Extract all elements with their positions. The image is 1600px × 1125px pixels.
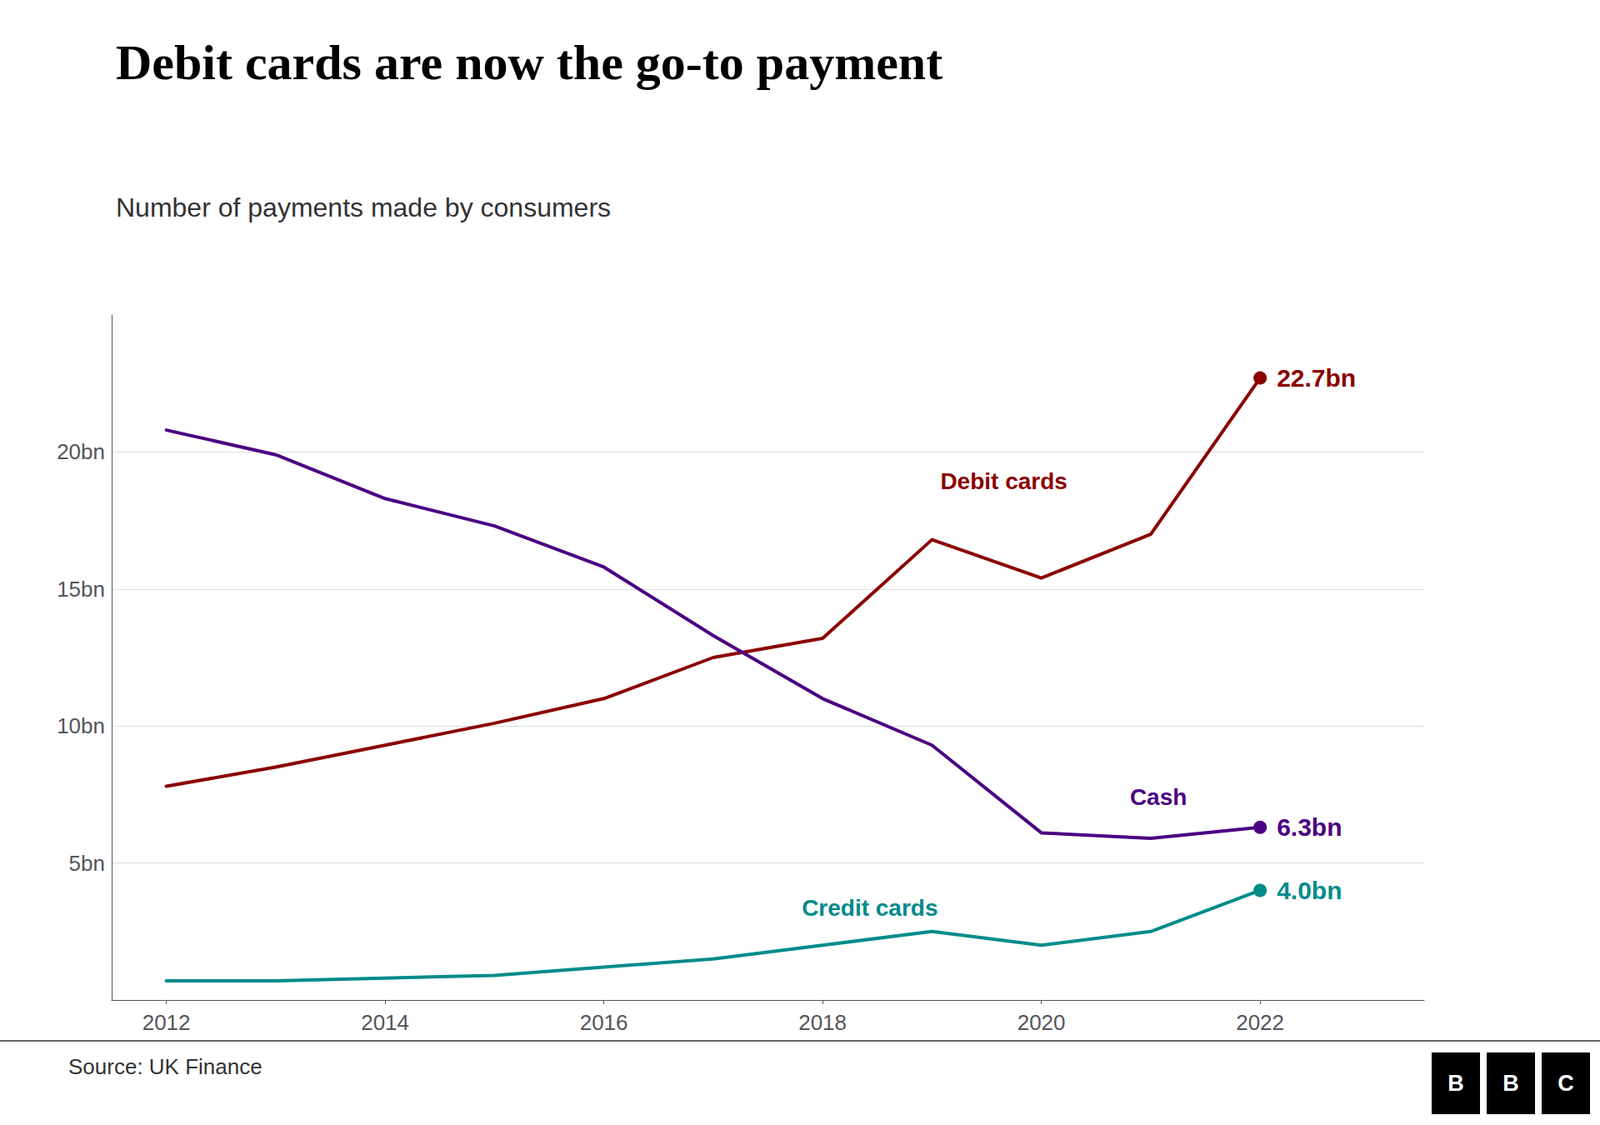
svg-text:10bn: 10bn [56, 713, 105, 739]
svg-text:22.7bn: 22.7bn [1276, 364, 1356, 392]
svg-text:2020: 2020 [1017, 1010, 1066, 1035]
svg-text:B: B [1502, 1070, 1520, 1096]
svg-text:Source: UK Finance: Source: UK Finance [68, 1054, 263, 1080]
svg-text:B: B [1447, 1070, 1465, 1096]
svg-text:Debit cards: Debit cards [940, 468, 1068, 495]
svg-text:2014: 2014 [360, 1010, 410, 1035]
svg-text:Debit cards are now the go-to: Debit cards are now the go-to payment [115, 35, 943, 90]
svg-text:2018: 2018 [798, 1010, 847, 1035]
svg-text:6.3bn: 6.3bn [1276, 813, 1342, 841]
svg-text:Credit cards: Credit cards [801, 895, 938, 921]
svg-text:2016: 2016 [580, 1010, 629, 1035]
svg-text:C: C [1557, 1070, 1575, 1096]
svg-text:4.0bn: 4.0bn [1276, 876, 1342, 905]
svg-text:5bn: 5bn [69, 850, 105, 876]
svg-text:2012: 2012 [142, 1010, 191, 1035]
svg-text:15bn: 15bn [56, 576, 105, 602]
svg-text:Number of payments made by con: Number of payments made by consumers [115, 192, 611, 223]
svg-text:20bn: 20bn [56, 439, 105, 465]
svg-text:2022: 2022 [1235, 1010, 1285, 1035]
svg-text:Cash: Cash [1130, 784, 1187, 810]
